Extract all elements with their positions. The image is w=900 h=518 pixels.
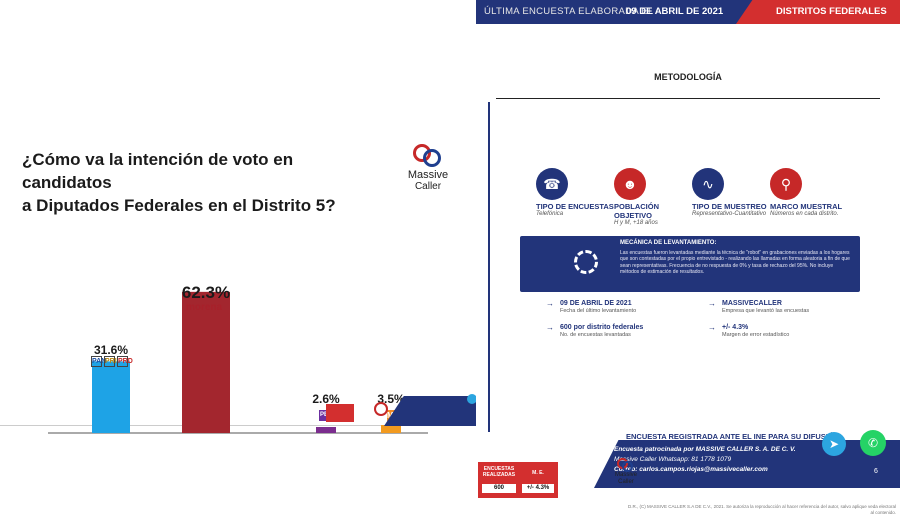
value-label-morena-pt-pvem: 62.3% (182, 283, 230, 302)
tile-title: POBLACIÓN OBJETIVO (614, 202, 659, 220)
last-survey-label: ÚLTIMA ENCUESTA ELABORADA EL (484, 6, 654, 17)
people-icon: ☻ (614, 168, 646, 200)
whatsapp-icon[interactable]: ✆ (860, 430, 886, 456)
tile-marco: ⚲ MARCO MUESTRAL Números en cada distrit… (770, 168, 854, 218)
telegram-icon[interactable]: ➤ (822, 432, 846, 456)
fact-margin: +/- 4.3% Margen de error estadístico (708, 324, 858, 339)
mecanica-title: MECÁNICA DE LEVANTAMIENTO: (620, 240, 717, 246)
last-survey-date: 09 DE ABRIL DE 2021 (626, 6, 724, 17)
left-slide: ¿Cómo va la intención de voto en candida… (0, 60, 494, 434)
tile-title: MARCO MUESTRAL (770, 202, 843, 211)
question-line-1: ¿Cómo va la intención de voto en candida… (22, 150, 294, 192)
divider (496, 98, 880, 99)
fact-sample: 600 por distrito federales No. de encues… (546, 324, 696, 339)
logo-line-1: Massive (407, 169, 449, 181)
districts-tag: DISTRITOS FEDERALES (736, 0, 900, 24)
tile-sub: Telefónica (536, 211, 564, 217)
value-label-pan-pri-prd: 31.6% (94, 343, 128, 357)
tile-muestreo: ∿ TIPO DE MUESTREO Representativo-Cuanti… (692, 168, 776, 218)
fact-company: MASSIVECALLER Empresa que levantó las en… (708, 300, 858, 315)
encuestas-label: ENCUESTAS REALIZADAS (482, 466, 516, 478)
me-value: +/- 4.3% (522, 484, 554, 493)
encuestas-value: 600 (482, 484, 516, 493)
side-rule (488, 102, 490, 432)
bottom-blue-band (594, 440, 900, 488)
email-line: Correo: carlos.campos.riojas@massivecall… (614, 466, 768, 473)
bar-pes (316, 427, 336, 433)
mecanica-body: Las encuestas fueron levantadas mediante… (620, 250, 850, 275)
me-label: M. E. (532, 470, 544, 476)
bottom-logo: Massive Caller (606, 458, 646, 486)
fact-key: 09 DE ABRIL DE 2021 (546, 300, 696, 308)
top-banner: ÚLTIMA ENCUESTA ELABORADA EL 09 DE ABRIL… (476, 0, 900, 24)
mecanica-box: MECÁNICA DE LEVANTAMIENTO: Las encuestas… (520, 236, 860, 292)
logo-line-1: Massive (614, 472, 637, 478)
bar-pan-pri-prd (92, 361, 130, 433)
copyright: D.R., (C) MASSIVE CALLER S.A DE C.V., 20… (628, 504, 896, 515)
logo-rings-icon (617, 458, 635, 472)
fact-date: 09 DE ABRIL DE 2021 Fecha del último lev… (546, 300, 696, 315)
fact-value: Margen de error estadístico (722, 332, 790, 338)
fact-key: MASSIVECALLER (708, 300, 858, 308)
facts-grid: 09 DE ABRIL DE 2021 Fecha del último lev… (546, 300, 876, 350)
sample-summary-box: ENCUESTAS REALIZADAS M. E. 600 +/- 4.3% (478, 462, 558, 498)
footer-logo-icon (374, 402, 388, 416)
right-slide: ÚLTIMA ENCUESTA ELABORADA EL 09 DE ABRIL… (476, 0, 900, 518)
pan-icon: PAN (91, 356, 107, 367)
tile-sub: H y M, +18 años (614, 220, 658, 226)
coalition-pan-pri-prd-icons: PAN PRI PRD (91, 356, 133, 367)
phone-icon: ☎ (536, 168, 568, 200)
question-title: ¿Cómo va la intención de voto en candida… (22, 148, 382, 217)
whatsapp-line: Massive Caller Whatsapp: 81 1778 1079 (614, 456, 732, 463)
question-line-2: a Diputados Federales en el Distrito 5? (22, 196, 336, 215)
morena-label: morena (186, 302, 223, 313)
fact-value: No. de encuestas levantadas (560, 332, 631, 338)
gear-icon (574, 250, 598, 274)
patrocinio-line: Encuesta patrocinada por MASSIVE CALLER … (614, 446, 796, 453)
tile-sub: Números en cada distrito. (770, 211, 839, 217)
prd-icon: PRD (117, 356, 133, 367)
registro-ine: ENCUESTA REGISTRADA ANTE EL INE PARA SU … (626, 432, 840, 441)
massive-caller-logo: Massive Caller (396, 142, 460, 192)
bar-mc (381, 425, 401, 433)
tile-tipo-encuestas: ☎ TIPO DE ENCUESTAS Telefónica (536, 168, 620, 218)
tile-title: TIPO DE ENCUESTAS (536, 202, 614, 211)
page-number: 6 (874, 468, 878, 475)
chart-icon: ∿ (692, 168, 724, 200)
footer-red-box (326, 404, 354, 422)
logo-line-2: Caller (414, 181, 442, 192)
tile-title: TIPO DE MUESTREO (692, 202, 767, 211)
logo-line-2: Caller (618, 479, 634, 485)
districts-label: DISTRITOS FEDERALES (776, 6, 887, 17)
tile-poblacion: ☻ POBLACIÓN OBJETIVO H y M, +18 años (614, 168, 698, 227)
bar-morena-pt-pvem (182, 291, 230, 433)
tile-sub: Representativo-Cuantitativo (692, 211, 767, 217)
fact-key: +/- 4.3% (708, 324, 858, 332)
fact-key: 600 por distrito federales (546, 324, 696, 332)
value-label-pes: 2.6% (312, 392, 340, 406)
fact-value: Fecha del último levantamiento (560, 308, 637, 314)
section-title: METODOLOGÍA (654, 72, 722, 82)
telegram-icon (467, 394, 477, 404)
pin-icon: ⚲ (770, 168, 802, 200)
methodology-tiles: ☎ TIPO DE ENCUESTAS Telefónica ☻ POBLACI… (536, 168, 876, 238)
left-footer-banner (322, 392, 494, 426)
logo-rings-icon (411, 142, 445, 170)
pri-icon: PRI (104, 356, 117, 367)
fact-value: Empresa que levantó las encuestas (722, 308, 810, 314)
